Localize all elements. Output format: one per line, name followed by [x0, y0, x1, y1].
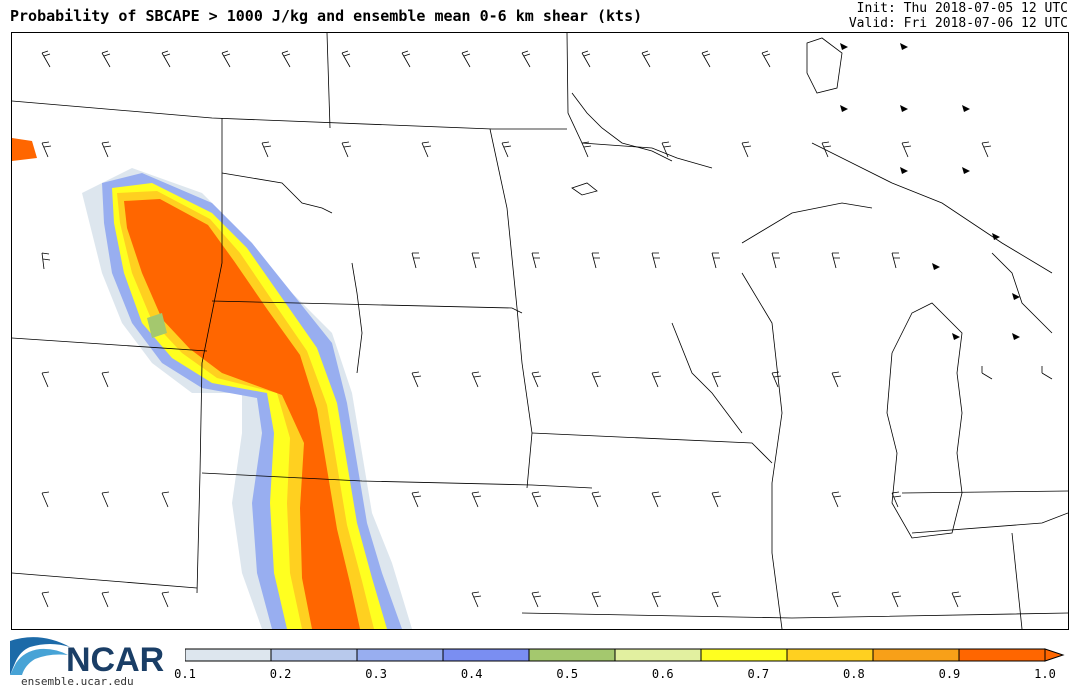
colorbar-segment [700, 648, 788, 662]
colorbar-segment [614, 648, 702, 662]
colorbar-label: 0.5 [556, 667, 579, 681]
colorbar-label: 0.2 [269, 667, 292, 681]
colorbar-label: 0.7 [747, 667, 770, 681]
political-boundaries [12, 33, 1068, 629]
colorbar-label: 0.6 [651, 667, 674, 681]
colorbar-segment [442, 648, 530, 662]
colorbar-label: 0.9 [938, 667, 961, 681]
colorbar-label: 0.1 [174, 667, 196, 681]
ncar-logo: NCAR [10, 633, 170, 693]
colorbar-segment [528, 648, 616, 662]
colorbar-segment [872, 648, 960, 662]
valid-time: Valid: Fri 2018-07-06 12 UTC [848, 16, 1068, 31]
colorbar-segment [356, 648, 444, 662]
colorbar-segment [958, 648, 1046, 662]
init-time: Init: Thu 2018-07-05 12 UTC [856, 1, 1068, 16]
colorbar-segment [184, 648, 272, 662]
probability-colorbar [184, 647, 1065, 663]
map-title: Probability of SBCAPE > 1000 J/kg and en… [10, 7, 643, 25]
logo-url: ensemble.ucar.edu [21, 675, 134, 688]
colorbar-segment [270, 648, 358, 662]
probability-shading [12, 138, 412, 629]
colorbar-arrow [1044, 648, 1065, 662]
colorbar-label: 0.4 [460, 667, 483, 681]
wind-barbs [41, 50, 1053, 608]
colorbar-label: 0.8 [843, 667, 865, 681]
colorbar-label: 1.0 [1034, 667, 1056, 681]
logo-name: NCAR [66, 641, 164, 675]
pennant-barbs [840, 43, 1020, 340]
colorbar-segment [786, 648, 874, 662]
colorbar-label: 0.3 [365, 667, 387, 681]
run-times: Init: Thu 2018-07-05 12 UTC Valid: Fri 2… [849, 1, 1068, 31]
weather-map [11, 32, 1069, 630]
